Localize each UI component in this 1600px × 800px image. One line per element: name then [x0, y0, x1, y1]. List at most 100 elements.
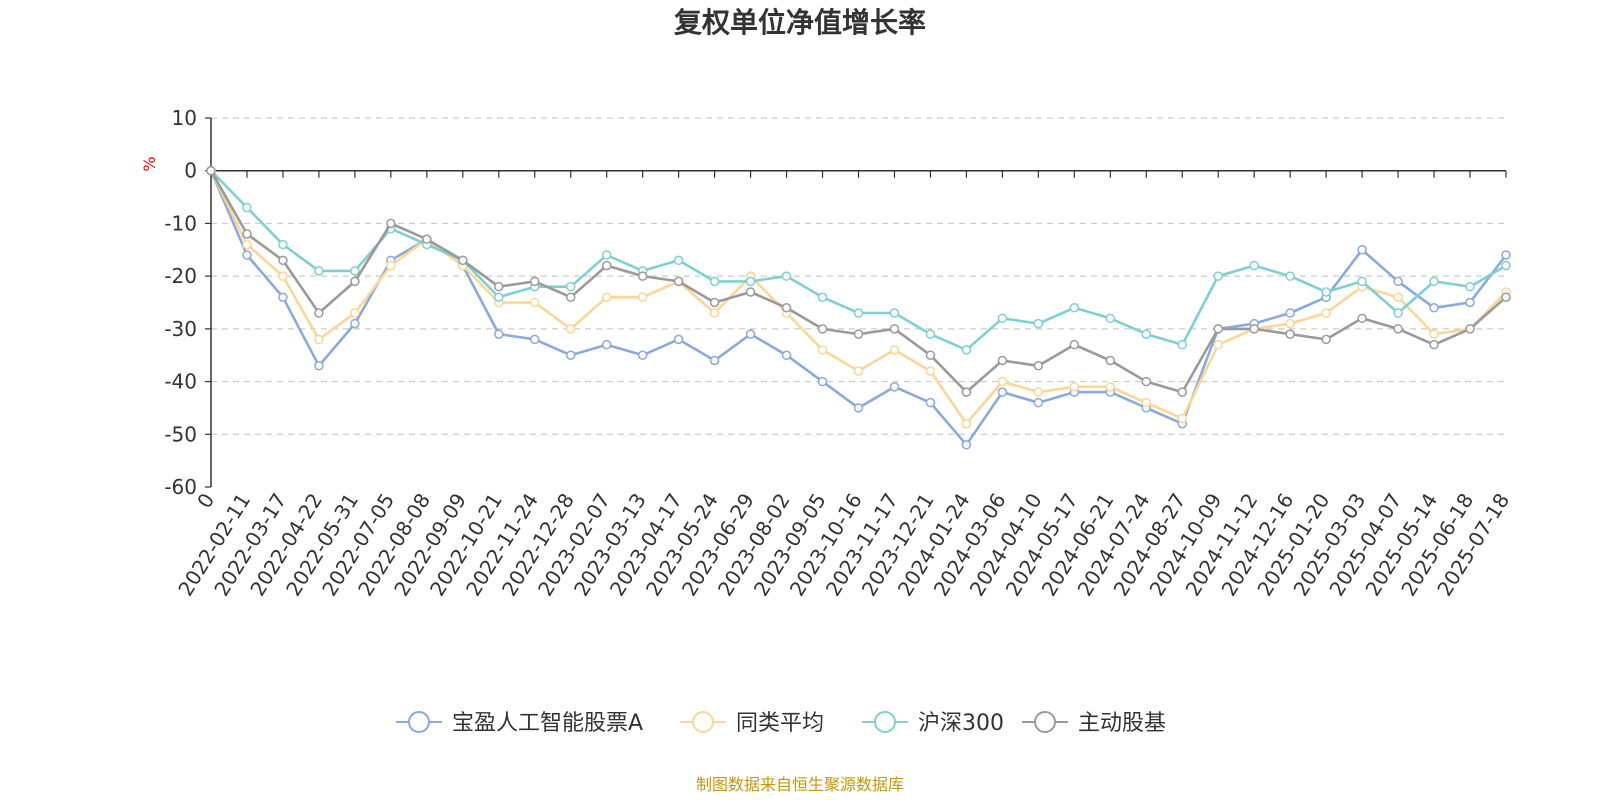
data-point	[925, 366, 936, 376]
data-point	[1321, 334, 1331, 345]
data-point	[889, 308, 900, 318]
y-tick-label: 0	[184, 159, 197, 183]
data-point	[1321, 287, 1331, 297]
y-axis-ticks: 10 0 -10 -20 -30 -40 -50 -60	[164, 106, 211, 499]
data-point	[206, 165, 216, 176]
series-lines	[206, 165, 1511, 450]
data-point	[1285, 271, 1295, 281]
data-point	[1033, 397, 1044, 408]
data-point	[1069, 303, 1080, 313]
data-point	[1105, 355, 1116, 366]
data-point	[278, 292, 288, 302]
data-point	[565, 281, 576, 292]
data-point	[1393, 324, 1403, 334]
data-point	[350, 266, 360, 276]
series-4	[206, 165, 1511, 397]
data-point	[817, 376, 828, 387]
chart-title: 复权单位净值增长率	[674, 6, 926, 39]
legend-item[interactable]: 同类平均	[680, 711, 824, 736]
data-point	[1465, 297, 1475, 308]
data-point	[781, 303, 792, 313]
y-tick-label: -40	[164, 370, 197, 394]
data-point	[601, 292, 612, 302]
data-point	[997, 376, 1008, 387]
legend-label: 宝盈人工智能股票A	[452, 711, 643, 736]
data-point	[530, 297, 540, 308]
legend-item[interactable]: 主动股基	[1022, 711, 1166, 736]
data-point	[601, 260, 612, 271]
data-point	[745, 276, 756, 287]
data-point	[853, 308, 864, 318]
data-point	[1393, 292, 1403, 302]
data-point	[278, 271, 288, 281]
data-point	[314, 334, 324, 345]
data-point	[1465, 281, 1475, 292]
data-point	[637, 350, 648, 360]
data-point	[278, 239, 288, 250]
y-tick-label: -50	[164, 422, 197, 446]
data-point	[1429, 276, 1439, 287]
series-line	[209, 170, 1507, 394]
data-point	[1033, 387, 1044, 397]
data-point	[1033, 318, 1044, 329]
data-point	[1105, 382, 1116, 392]
data-point	[1213, 339, 1223, 350]
legend[interactable]: 宝盈人工智能股票A 同类平均 沪深300 主动股基	[396, 711, 1166, 736]
data-point	[1069, 382, 1080, 392]
data-point	[1465, 324, 1475, 334]
data-point	[242, 229, 252, 239]
data-point	[242, 202, 252, 213]
data-point	[530, 334, 540, 345]
data-point	[1213, 271, 1223, 281]
legend-label: 沪深300	[918, 711, 1004, 736]
data-point	[673, 255, 684, 266]
legend-marker-icon	[408, 711, 430, 733]
data-point	[889, 345, 900, 355]
data-point	[1177, 387, 1187, 397]
data-point	[637, 271, 648, 281]
data-point	[1429, 329, 1439, 339]
data-point	[1213, 324, 1223, 334]
data-point	[817, 345, 828, 355]
data-point	[781, 271, 792, 281]
data-point	[709, 308, 720, 318]
data-point	[494, 281, 504, 292]
x-tick-label: 0	[192, 489, 219, 513]
data-point	[314, 361, 324, 371]
data-point	[709, 297, 720, 308]
series-line	[209, 170, 1507, 426]
legend-item[interactable]: 宝盈人工智能股票A	[396, 711, 643, 736]
data-point	[386, 260, 396, 271]
data-point	[242, 250, 252, 260]
data-point	[1501, 260, 1511, 271]
data-point	[817, 324, 828, 334]
y-tick-label: -60	[164, 475, 197, 499]
data-point	[997, 313, 1008, 324]
data-point	[1357, 276, 1367, 287]
data-point	[1393, 276, 1403, 287]
data-point	[314, 308, 324, 318]
legend-item[interactable]: 沪深300	[862, 711, 1004, 736]
data-point	[745, 287, 756, 297]
data-point	[1501, 292, 1511, 302]
legend-marker-icon	[1034, 711, 1056, 733]
data-point	[242, 239, 252, 250]
data-point	[889, 382, 900, 392]
y-tick-label: -30	[164, 317, 197, 341]
data-point	[565, 324, 576, 334]
data-point	[853, 329, 864, 339]
data-point	[1033, 361, 1044, 371]
data-point	[889, 324, 900, 334]
series-3	[206, 165, 1511, 355]
legend-marker-icon	[874, 711, 896, 733]
data-point	[961, 345, 972, 355]
data-point	[673, 276, 684, 287]
legend-label: 主动股基	[1078, 711, 1166, 736]
series-line	[210, 169, 1507, 352]
data-point	[1393, 308, 1403, 318]
data-point	[925, 350, 936, 360]
x-axis-ticks: 02022-02-112022-03-172022-04-222022-05-3…	[173, 170, 1514, 600]
data-point	[1357, 245, 1367, 255]
data-point	[925, 329, 936, 339]
